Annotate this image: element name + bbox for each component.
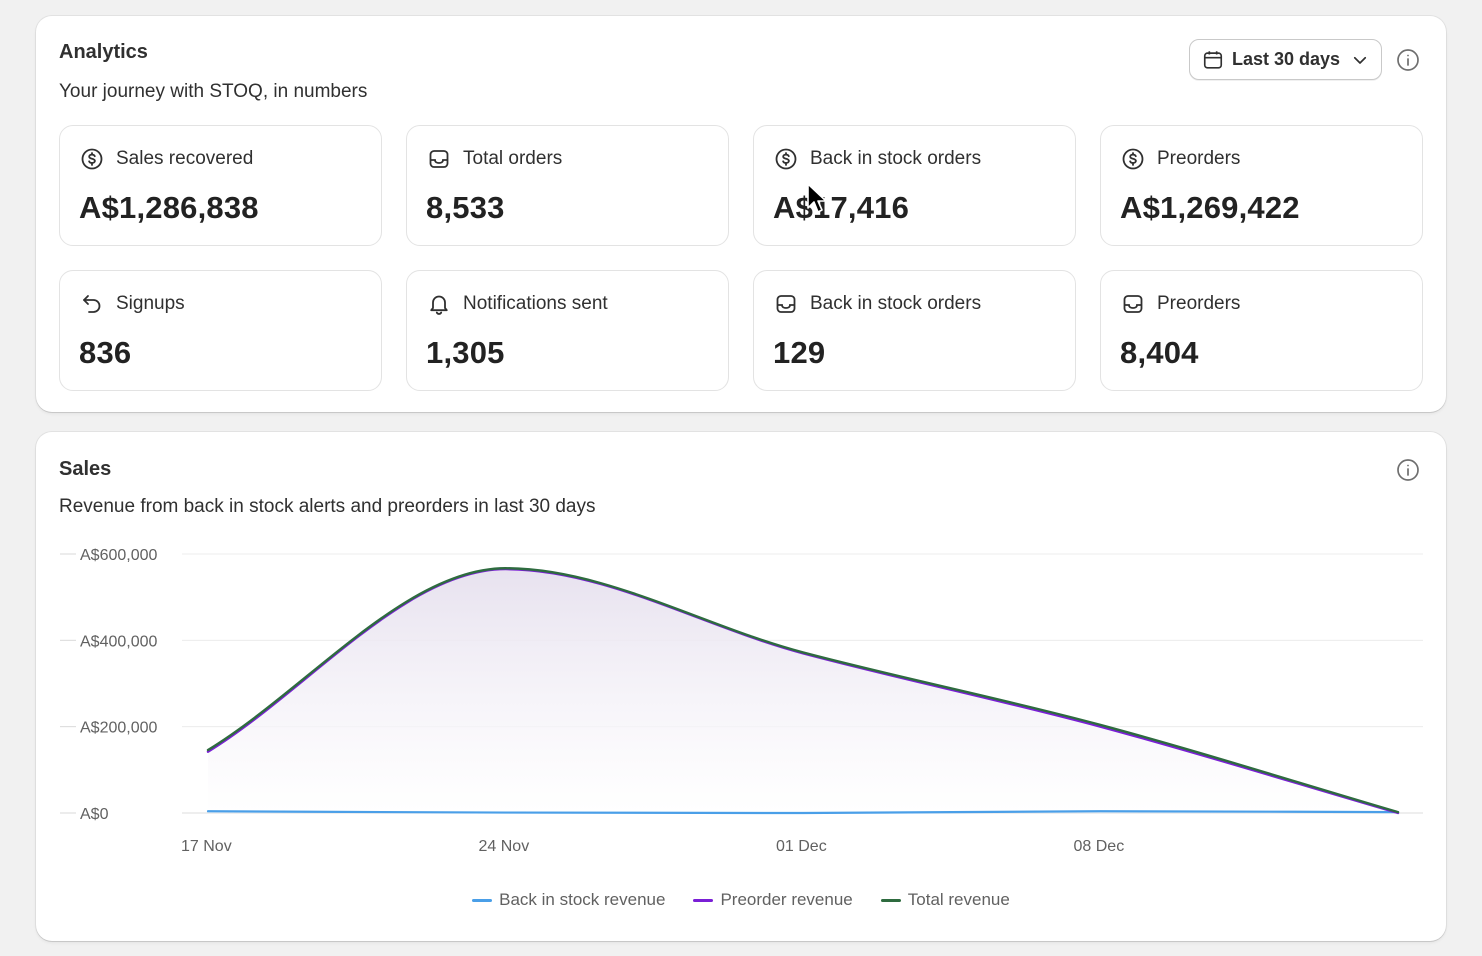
- dollar-circle-icon: [81, 148, 103, 170]
- stat-sales-recovered: Sales recovered A$1,286,838: [59, 125, 382, 246]
- stat-value: 1,305: [426, 335, 505, 370]
- stat-value: 8,404: [1120, 335, 1199, 370]
- legend-item-back-in-stock[interactable]: Back in stock revenue: [472, 890, 665, 910]
- analytics-subtitle: Your journey with STOQ, in numbers: [59, 81, 368, 102]
- sales-chart: A$0 A$200,000 A$400,000 A$600,000 17 Nov 24 N…: [60, 547, 1423, 855]
- legend-swatch: [693, 898, 714, 902]
- legend-item-total[interactable]: Total revenue: [880, 890, 1010, 910]
- x-tick-label: 08 Dec: [1074, 838, 1125, 855]
- sales-card: Sales Revenue from back in stock alerts …: [36, 432, 1446, 941]
- stat-label: Signups: [116, 293, 185, 314]
- sales-title: Sales: [59, 458, 112, 480]
- calendar-icon: [1203, 50, 1223, 69]
- stat-label: Notifications sent: [463, 293, 608, 314]
- stat-total-orders: Total orders 8,533: [406, 125, 729, 246]
- y-tick-label: A$400,000: [80, 633, 158, 650]
- undo-arrow-icon: [83, 295, 101, 313]
- stat-value: A$1,269,422: [1120, 190, 1300, 225]
- legend-swatch: [472, 898, 493, 902]
- stat-label: Total orders: [463, 148, 563, 169]
- dollar-circle-icon: [1122, 148, 1144, 170]
- legend-label: Total revenue: [907, 890, 1010, 909]
- date-range-button[interactable]: Last 30 days: [1189, 39, 1382, 80]
- stat-notifications-sent: Notifications sent 1,305: [406, 270, 729, 391]
- chart-legend: Back in stock revenue Preorder revenue T…: [36, 890, 1446, 910]
- inbox-icon: [429, 150, 449, 168]
- x-tick-label: 17 Nov: [181, 838, 232, 855]
- series-line-back-in-stock[interactable]: [206, 810, 1400, 815]
- x-tick-label: 01 Dec: [776, 838, 827, 855]
- info-icon[interactable]: [1396, 458, 1420, 482]
- dollar-circle-icon: [775, 148, 797, 170]
- stat-back-in-stock-revenue: Back in stock orders A$17,416: [753, 125, 1076, 246]
- x-tick-label: 24 Nov: [479, 838, 530, 855]
- stat-preorders-revenue: Preorders A$1,269,422: [1100, 125, 1423, 246]
- analytics-title: Analytics: [59, 41, 148, 63]
- inbox-icon: [1123, 295, 1143, 313]
- stat-label: Back in stock orders: [810, 148, 982, 169]
- legend-label: Preorder revenue: [720, 890, 853, 909]
- stat-label: Back in stock orders: [810, 293, 982, 314]
- sales-subtitle: Revenue from back in stock alerts and pr…: [59, 496, 596, 517]
- stat-value: 129: [773, 335, 826, 370]
- y-tick-label: A$0: [80, 806, 109, 823]
- bell-icon: [430, 295, 448, 315]
- stat-label: Preorders: [1157, 148, 1241, 169]
- inbox-icon: [776, 295, 796, 313]
- stat-back-in-stock-orders: Back in stock orders 129: [753, 270, 1076, 391]
- stat-value: 8,533: [426, 190, 505, 225]
- y-tick-label: A$200,000: [80, 720, 158, 737]
- series-line-total[interactable]: [206, 567, 1400, 814]
- legend-item-preorder[interactable]: Preorder revenue: [693, 890, 853, 910]
- stat-value: A$17,416: [773, 190, 910, 225]
- date-range-label: Last 30 days: [1232, 49, 1341, 69]
- stat-signups: Signups 836: [59, 270, 382, 391]
- stat-label: Sales recovered: [116, 148, 254, 169]
- legend-swatch: [880, 898, 901, 902]
- info-icon[interactable]: [1396, 48, 1420, 72]
- stat-value: 836: [79, 335, 132, 370]
- stat-value: A$1,286,838: [79, 190, 259, 225]
- total-revenue-area: [208, 568, 1398, 813]
- stat-label: Preorders: [1157, 293, 1241, 314]
- stat-preorders-count: Preorders 8,404: [1100, 270, 1423, 391]
- chevron-down-icon: [1353, 56, 1367, 64]
- legend-label: Back in stock revenue: [499, 890, 666, 909]
- y-tick-label: A$600,000: [80, 547, 158, 564]
- analytics-card: Analytics Your journey with STOQ, in num…: [36, 16, 1446, 412]
